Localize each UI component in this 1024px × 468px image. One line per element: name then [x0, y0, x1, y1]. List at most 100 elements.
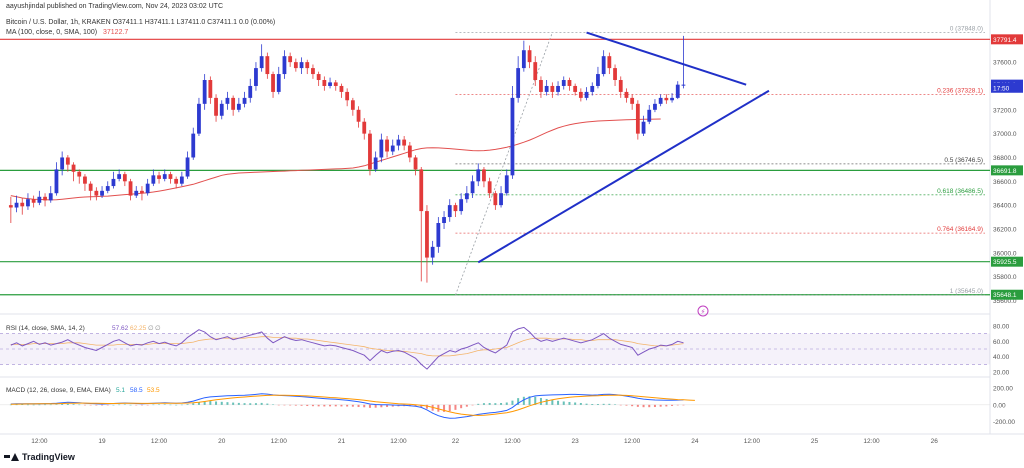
macd-histogram-bar [351, 404, 354, 407]
macd-histogram-bar [340, 404, 343, 407]
candle-body [140, 190, 144, 194]
price-chart[interactable]: 35600.0 35800.0 36000.0 36200.0 36400.0 36600… [0, 0, 1024, 452]
time-axis-tick-label: 12:00 [504, 438, 521, 445]
macd-signal-line [10, 394, 695, 416]
macd-histogram-bar [671, 404, 674, 406]
candle-body [664, 97, 669, 101]
candle-body [311, 68, 315, 75]
candle-body [151, 175, 156, 184]
candle-body [356, 109, 361, 122]
candle-body [601, 56, 606, 75]
macd-histogram-bar [72, 404, 75, 405]
macd-histogram-bar [522, 396, 525, 405]
macd-histogram-bar [209, 401, 212, 405]
candle-body [225, 97, 230, 104]
macd-histogram-bar [15, 404, 18, 406]
candle-body [624, 91, 629, 98]
candle-body [316, 74, 321, 81]
candle-body [385, 139, 389, 152]
macd-histogram-bar [306, 404, 309, 407]
price-axis-tick-label: 36800.0 [993, 155, 1017, 162]
candle-body [345, 91, 350, 101]
candle-body [527, 50, 532, 63]
macd-histogram-bar [26, 404, 29, 406]
candle-body [675, 84, 680, 98]
price-label-text: 35648.1 [993, 292, 1017, 299]
macd-histogram-bar [169, 404, 172, 406]
candle-body [550, 85, 555, 92]
time-axis-tick-label: 12:00 [390, 438, 407, 445]
macd-histogram-bar [653, 404, 656, 408]
macd-histogram-bar [140, 404, 143, 406]
macd-histogram-bar [55, 404, 58, 405]
candle-body [43, 196, 47, 201]
macd-histogram-bar [175, 404, 178, 406]
candle-body [339, 85, 344, 92]
macd-histogram-bar [539, 397, 542, 405]
macd-histogram-bar [61, 404, 64, 405]
candle-body [174, 178, 179, 184]
rsi-extra-label: ∅ [155, 324, 161, 332]
macd-histogram-bar [243, 403, 246, 405]
candle-body [425, 211, 429, 258]
candle-body [20, 202, 25, 207]
candle-body [236, 103, 241, 110]
fib-level-label: 0.618 (36486.5) [937, 188, 983, 195]
macd-histogram-bar [49, 404, 52, 406]
macd-histogram-bar [682, 404, 685, 406]
candle-body [590, 85, 595, 92]
candle-body [499, 193, 503, 206]
rsi-sma-value: 62.25 [130, 325, 147, 332]
candle-body [584, 91, 589, 98]
candle-body [100, 190, 104, 196]
macd-histogram-bar [186, 404, 189, 405]
candle-body [37, 196, 42, 203]
fib-level-label: 0.764 (36164.9) [937, 226, 983, 233]
rsi-axis-tick-label: 40.00 [993, 354, 1010, 361]
macd-histogram-bar [112, 404, 115, 406]
macd-histogram-bar [614, 404, 617, 405]
price-axis-tick-label: 36400.0 [993, 203, 1017, 210]
macd-histogram-bar [477, 403, 480, 405]
macd-histogram-bar [465, 404, 468, 407]
macd-histogram-bar [311, 404, 314, 407]
candle-body [111, 178, 116, 187]
candle-body [544, 85, 549, 92]
macd-histogram-bar [363, 404, 366, 408]
trendline-lower [477, 89, 770, 264]
macd-histogram-bar [488, 402, 491, 405]
macd-histogram-bar [118, 404, 121, 406]
macd-histogram-bar [414, 404, 417, 407]
candle-body [533, 62, 538, 81]
macd-signal-value: 53.5 [147, 387, 160, 394]
candle-body [328, 82, 332, 86]
candle-body [65, 157, 70, 165]
time-axis-tick-label: 12:00 [31, 438, 48, 445]
macd-histogram-bar [66, 403, 69, 405]
candle-body [373, 157, 378, 170]
candle-body [105, 186, 110, 191]
price-axis-tick-label: 35600.0 [993, 298, 1017, 305]
rsi-line [10, 326, 684, 370]
macd-title: MACD (12, 26, close, 9, EMA, EMA) [6, 387, 111, 394]
candle-body [242, 97, 247, 104]
time-axis-tick-label: 26 [931, 438, 939, 445]
macd-histogram-bar [21, 404, 24, 406]
rsi-axis-tick-label: 60.00 [993, 339, 1010, 346]
macd-histogram-bar [642, 404, 645, 408]
price-axis-tick-label: 37000.0 [993, 131, 1017, 138]
candle-body [202, 80, 207, 104]
macd-histogram-bar [152, 404, 155, 406]
macd-histogram-bar [665, 404, 668, 407]
ma-line: MA (100, close, 0, SMA, 100) 37122.7 [6, 29, 128, 36]
price-axis-tick-label: 35800.0 [993, 274, 1017, 281]
candle-body [145, 183, 150, 194]
macd-histogram-bar [192, 403, 195, 405]
macd-histogram-bar [323, 404, 326, 407]
tradingview-logo-icon [4, 452, 19, 462]
candle-body [453, 205, 458, 212]
macd-histogram-bar [591, 404, 594, 405]
macd-histogram-bar [517, 398, 520, 405]
candle-body [333, 82, 338, 86]
macd-histogram-bar [215, 401, 218, 405]
